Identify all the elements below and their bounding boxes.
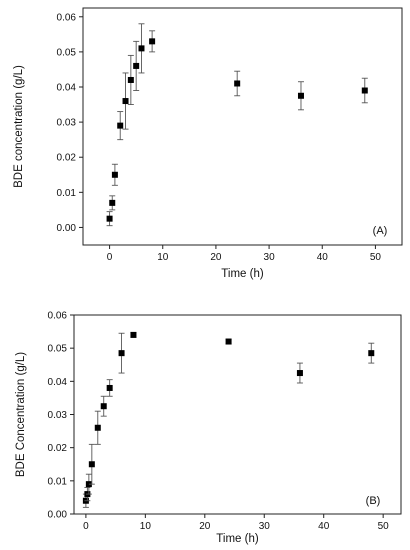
data-point (225, 338, 232, 345)
data-point (297, 92, 304, 99)
y-tick-label: 0.05 (57, 47, 77, 58)
y-tick-label: 0.02 (48, 443, 68, 454)
data-point (94, 424, 101, 431)
data-point (138, 45, 145, 52)
data-point (117, 122, 124, 129)
x-tick-label: 50 (378, 521, 390, 532)
x-tick-label: 20 (199, 521, 211, 532)
data-point (133, 62, 140, 69)
x-tick-label: 50 (370, 252, 382, 263)
x-tick-label: 30 (259, 521, 271, 532)
chart-panel-b: 0 10 20 30 40 50 0.00 0.01 0.02 0.03 0.04 0.05 0.06 T… (15, 311, 402, 545)
data-point (106, 384, 113, 391)
data-point (118, 350, 125, 357)
y-tick-label: 0.01 (48, 476, 68, 487)
y-tick-label: 0.06 (48, 311, 68, 322)
data-point (296, 370, 303, 377)
data-point (88, 461, 95, 468)
data-point (149, 38, 156, 45)
y-axis-title: BDE Concentration (g/L) (15, 352, 27, 477)
y-tick-label: 0.04 (57, 83, 77, 94)
plot-frame (82, 7, 403, 246)
y-tick-label: 0.03 (48, 410, 68, 421)
y-tick-label: 0.01 (57, 188, 77, 199)
data-point (109, 199, 116, 206)
data-point (100, 403, 107, 410)
data-point (130, 331, 137, 338)
x-tick-label: 10 (157, 252, 169, 263)
y-axis-title: BDE concentration (g/L) (13, 65, 25, 188)
x-tick-label: 0 (107, 252, 113, 263)
x-tick-label: 0 (83, 521, 89, 532)
data-point (368, 350, 375, 357)
y-tick-label: 0.06 (57, 12, 77, 23)
chart-panel-a: 0 10 20 30 40 50 0.00 0.01 0.02 0.03 0.04 0.05 0.06 T… (13, 7, 403, 280)
y-tick-label: 0.00 (57, 223, 77, 234)
data-point (106, 215, 113, 222)
y-tick-label: 0.03 (57, 118, 77, 129)
y-tick-label: 0.02 (57, 153, 77, 164)
x-tick-label: 40 (317, 252, 329, 263)
x-tick-label: 40 (318, 521, 330, 532)
data-point (122, 98, 129, 105)
x-tick-label: 10 (140, 521, 152, 532)
x-tick-label: 20 (210, 252, 222, 263)
panel-label: (B) (366, 495, 381, 507)
data-point (111, 171, 118, 178)
y-tick-label: 0.05 (48, 344, 68, 355)
plot-frame (73, 314, 402, 515)
x-tick-label: 30 (264, 252, 276, 263)
y-tick-label: 0.04 (48, 377, 68, 388)
data-point (127, 76, 134, 83)
panel-label: (A) (373, 225, 388, 237)
x-axis-title: Time (h) (221, 268, 264, 280)
data-point (361, 87, 368, 94)
x-axis-title: Time (h) (216, 533, 259, 545)
y-tick-label: 0.00 (48, 510, 68, 521)
data-point (234, 80, 241, 87)
